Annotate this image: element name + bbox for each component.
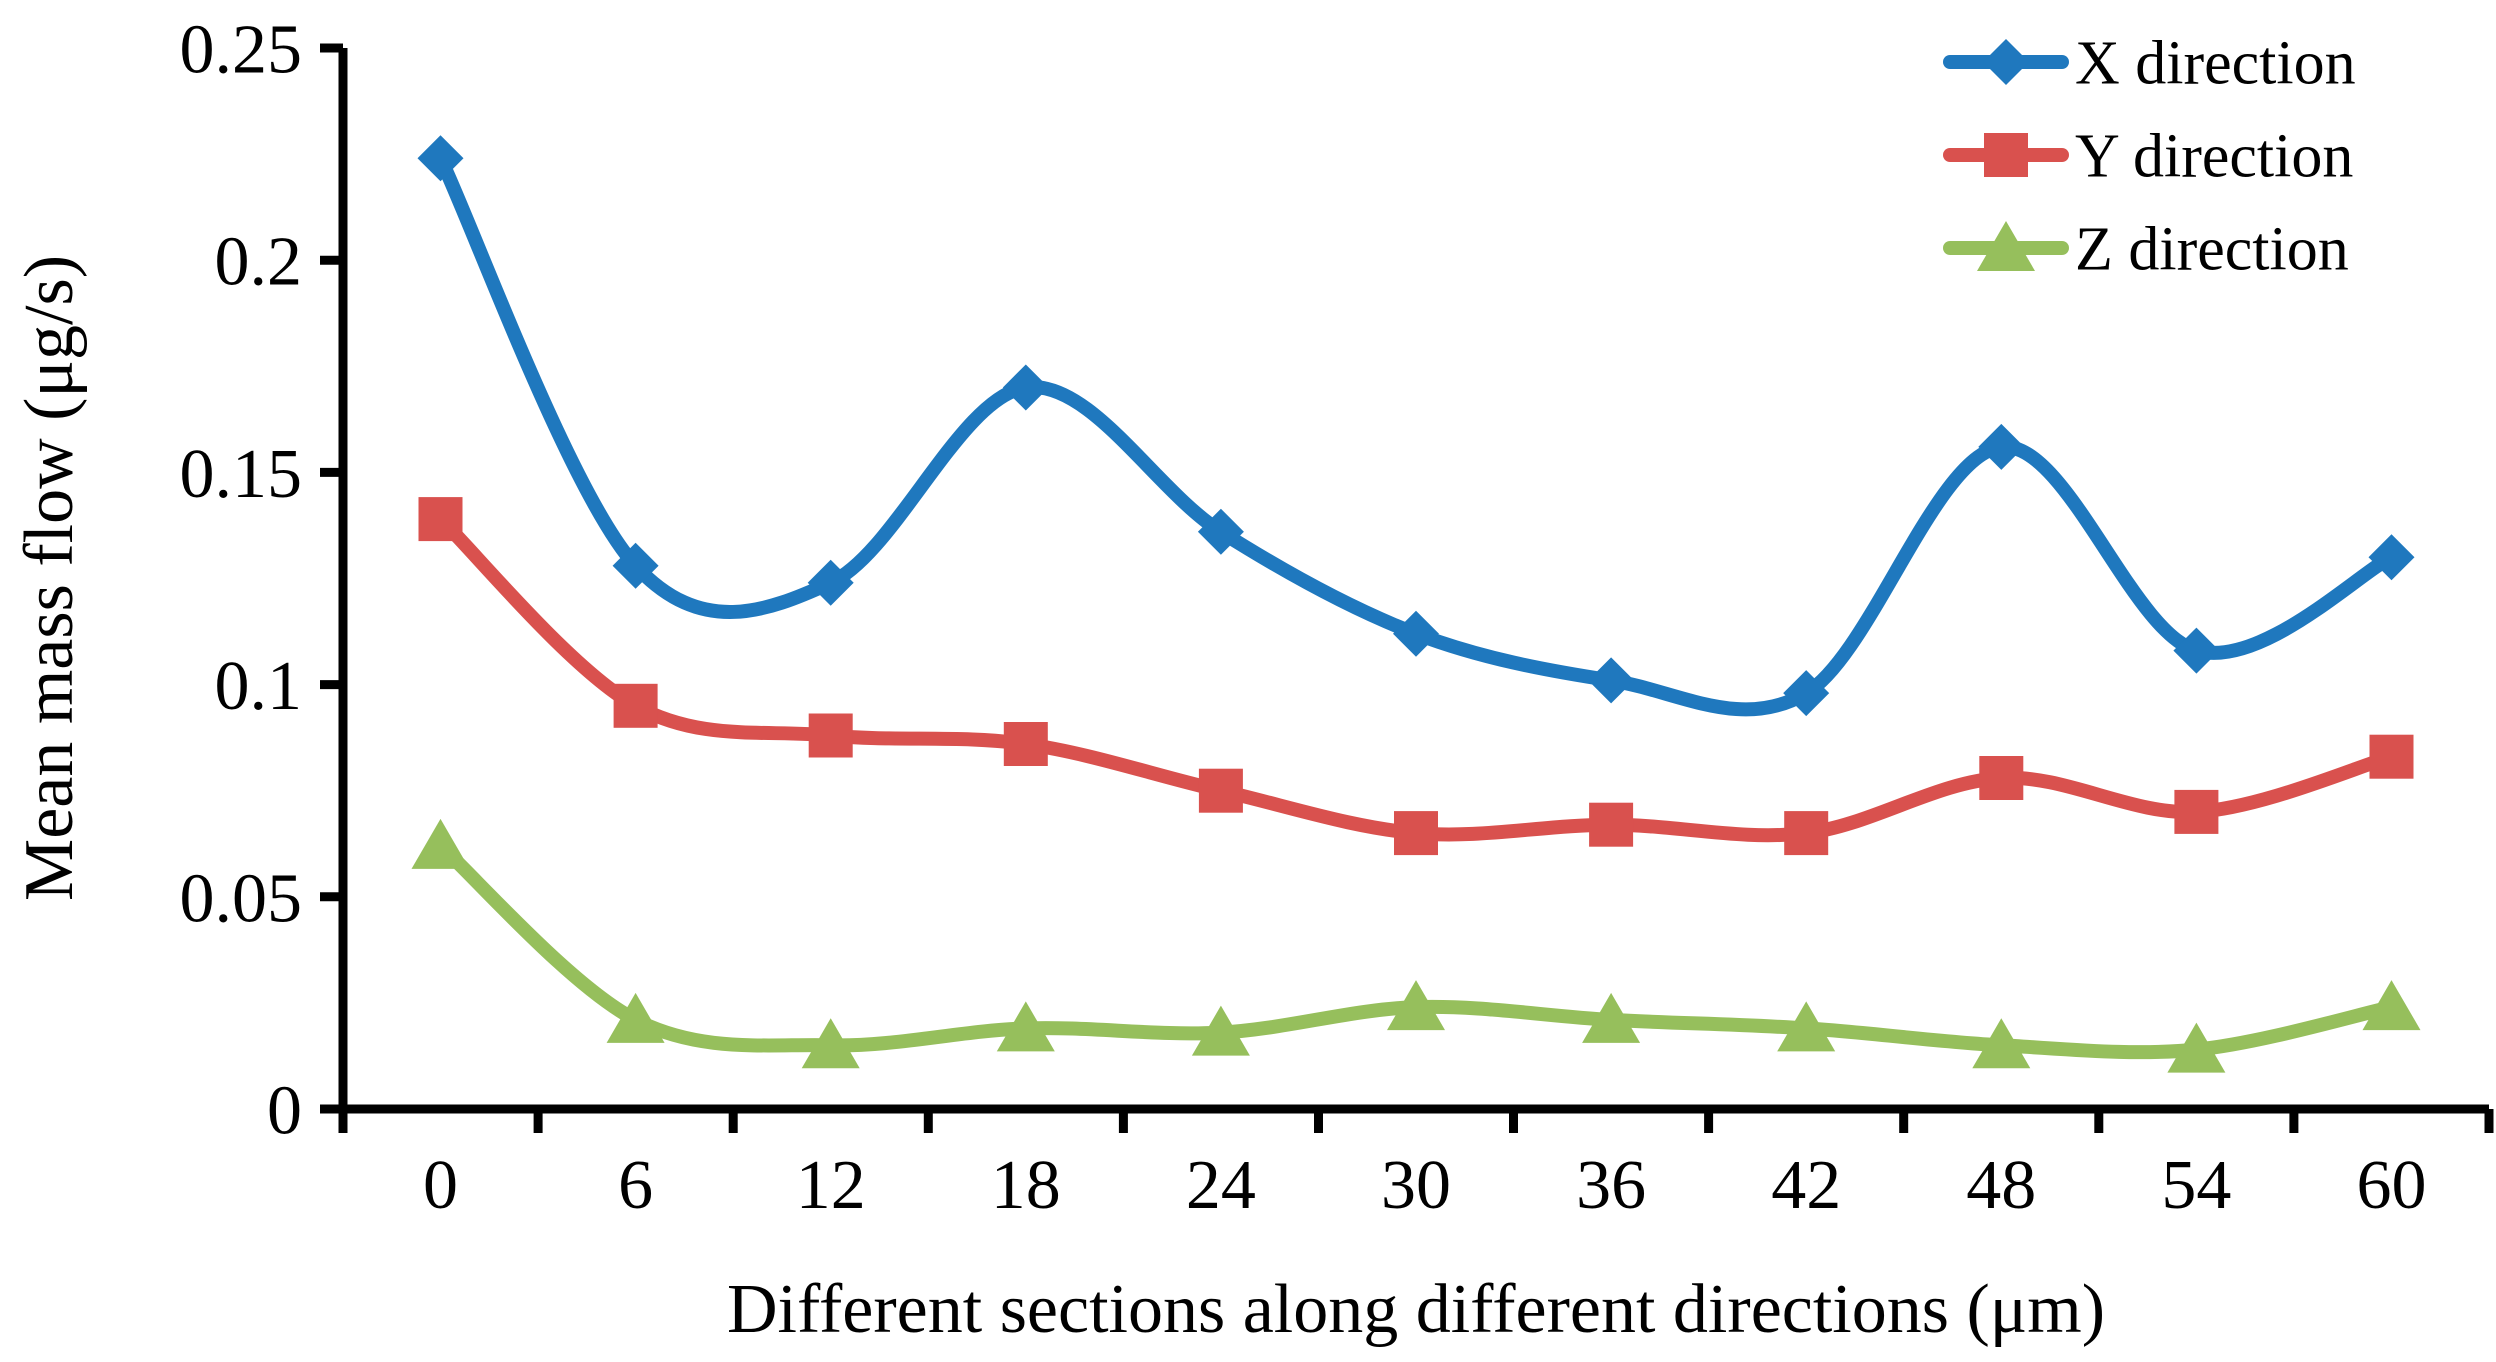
x-tick-label: 36 [1576,1147,1646,1224]
triangle-marker-icon [1191,1005,1250,1056]
x-tick-label: 12 [796,1147,866,1224]
diamond-marker-icon [2368,534,2415,581]
diamond-marker-icon [1197,508,1244,555]
triangle-marker-icon [1977,221,2035,271]
square-marker-icon [2369,734,2414,779]
square-marker-icon [1984,133,2028,177]
x-tick-label: 6 [618,1147,653,1224]
diamond-marker-icon [417,135,464,182]
diamond-marker-icon [2173,627,2220,674]
triangle-marker-icon [1582,992,1641,1043]
square-marker-icon [808,713,853,758]
x-tick-label: 30 [1381,1147,1451,1224]
diamond-marker-icon [1983,39,2029,85]
diamond-marker-icon [1978,423,2025,470]
square-marker-icon [1784,811,1829,856]
square-marker-icon [1979,756,2024,800]
legend-label: Y direction [2075,123,2353,191]
diamond-marker-icon [1783,670,1830,717]
x-tick-label: 60 [2357,1147,2427,1224]
triangle-marker-icon [996,1001,1055,1052]
y-tick-label: 0.1 [215,648,303,725]
triangle-marker-icon [1972,1018,2031,1069]
square-marker-icon [1003,722,1048,766]
triangle-marker-icon [1777,1001,1836,1052]
y-axis-title: Mean mass flow (μg/s) [11,255,88,901]
square-marker-icon [418,497,463,542]
series-line [433,512,2399,843]
triangle-marker-icon [2362,980,2421,1031]
square-marker-icon [1198,768,1243,813]
triangle-marker-icon [606,992,665,1043]
diamond-marker-icon [612,542,659,589]
legend-entry: Z direction [1943,216,2349,284]
series-y-direction [418,497,2414,856]
triangle-marker-icon [801,1018,860,1069]
x-tick-label: 0 [423,1147,458,1224]
triangle-marker-icon [2167,1022,2226,1073]
legend-label: X direction [2075,30,2356,98]
series [411,135,2421,1073]
diamond-marker-icon [807,559,854,606]
y-tick-label: 0.25 [180,12,303,89]
x-tick-label: 54 [2161,1147,2231,1224]
diamond-marker-icon [1588,657,1635,704]
x-tick-label: 18 [991,1147,1061,1224]
square-marker-icon [1589,802,1634,847]
square-marker-icon [613,683,658,728]
x-tick-label: 48 [1966,1147,2036,1224]
axes: 0.25 0.2 0.15 0.1 0.05 0 0 6 12 18 24 30 36 42 48 54 60 [180,12,2494,1224]
diamond-marker-icon [1393,610,1439,657]
x-tick-label: 24 [1186,1147,1256,1224]
y-tick-label: 0.2 [215,224,303,301]
triangle-marker-icon [411,818,470,869]
square-marker-icon [1394,811,1438,856]
legend-label: Z direction [2075,216,2349,284]
y-tick-label: 0.15 [180,436,303,513]
diamond-marker-icon [1002,364,1049,411]
series-x-direction [417,135,2415,717]
series-z-direction [411,818,2421,1073]
y-tick-label: 0.05 [180,860,303,937]
legend-entry: X direction [1943,30,2356,98]
x-tick-label: 42 [1771,1147,1841,1224]
legend-entry: Y direction [1943,123,2353,191]
legend: X direction Y direction Z direction [1943,30,2356,284]
x-axis-title: Different sections along different direc… [727,1271,2105,1348]
triangle-marker-icon [1387,980,1445,1031]
y-tick-label: 0 [267,1073,302,1150]
square-marker-icon [2174,789,2219,834]
